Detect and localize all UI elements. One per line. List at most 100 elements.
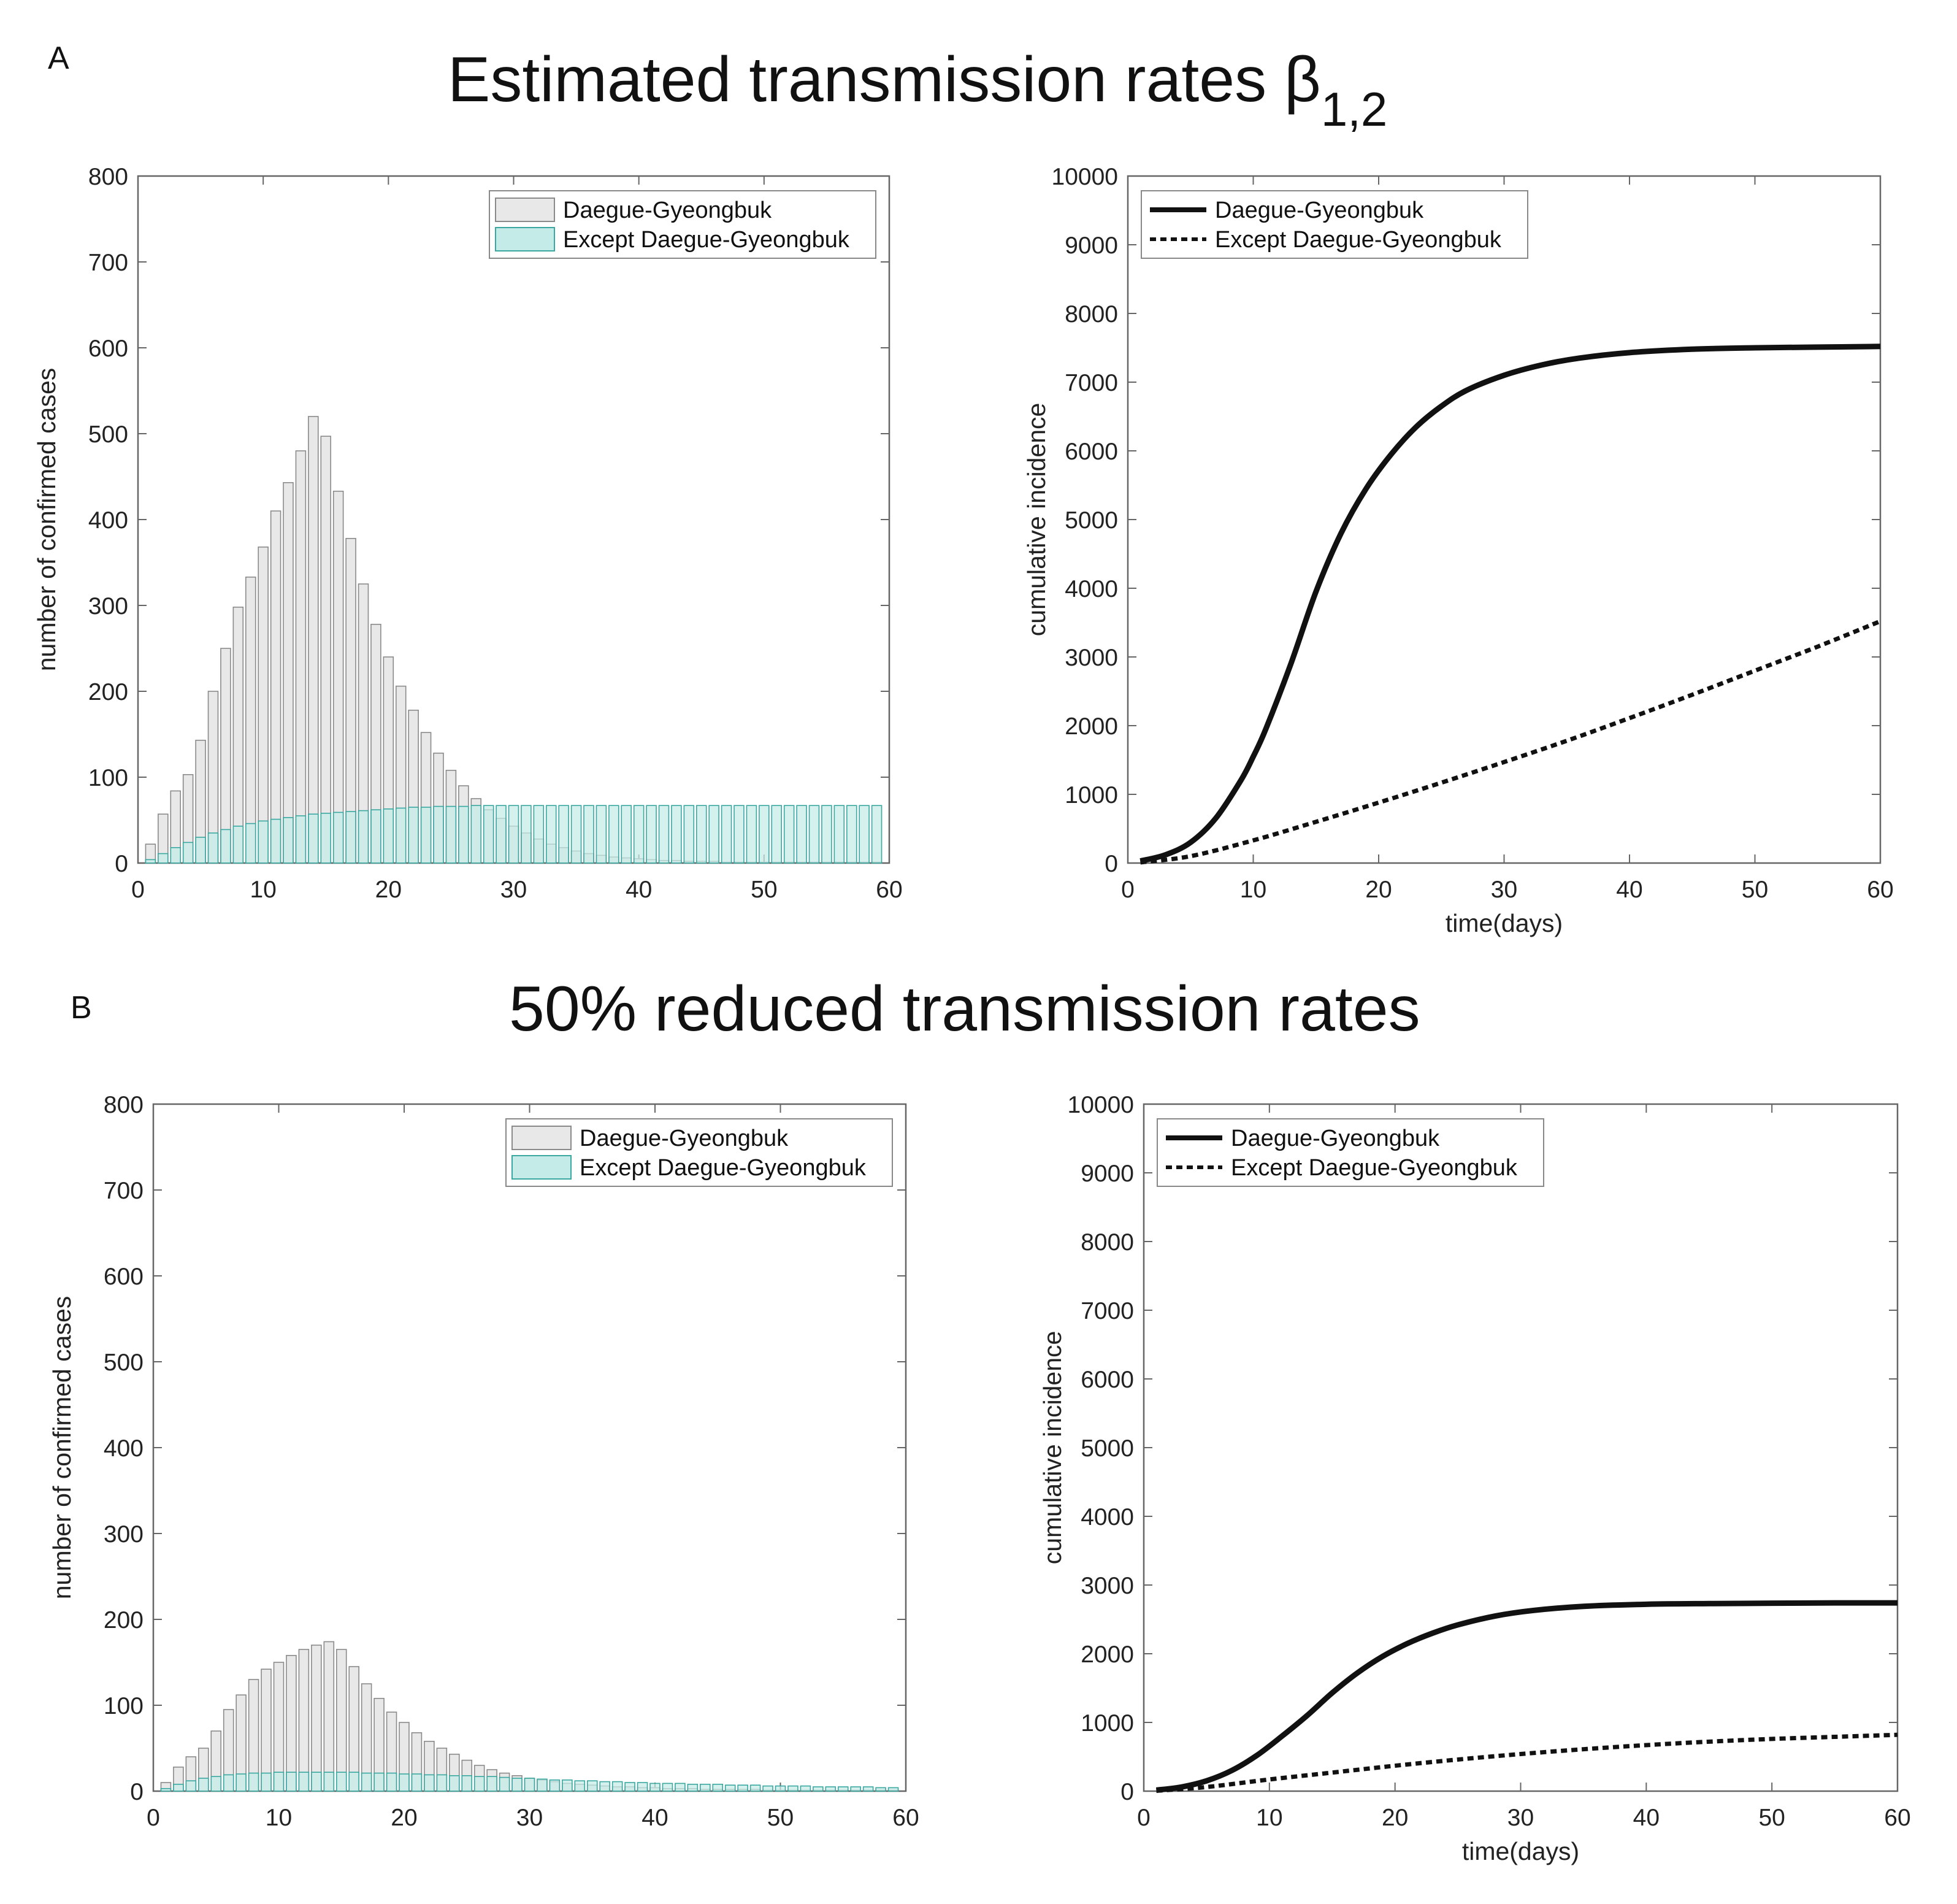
legend-label: Daegue-Gyeongbuk <box>1231 1126 1440 1151</box>
bar <box>458 805 469 864</box>
bar <box>796 805 807 864</box>
y-tick-label: 0 <box>130 1779 144 1805</box>
bar <box>486 1776 497 1792</box>
bar <box>298 1649 310 1792</box>
bar <box>545 805 557 864</box>
bar <box>574 1780 586 1792</box>
legend-swatch <box>495 227 555 251</box>
bar <box>558 805 569 864</box>
bar <box>335 1772 347 1792</box>
bar <box>323 1772 335 1792</box>
bar <box>700 1784 711 1792</box>
bar <box>671 805 682 864</box>
bar <box>424 1774 435 1792</box>
bar <box>395 807 407 864</box>
bar <box>311 1645 322 1792</box>
bar <box>637 1782 648 1792</box>
legend-label: Except Daegue-Gyeongbuk <box>1231 1155 1518 1181</box>
panel-b-title: 50% reduced transmission rates <box>509 973 1420 1045</box>
x-tick-label: 30 <box>500 877 527 903</box>
panel-a-letter: A <box>48 40 69 76</box>
x-tick-label: 60 <box>1867 877 1893 903</box>
bar-series-except-daegue-gyeongbuk <box>145 805 883 864</box>
bar <box>308 813 319 864</box>
legend-label: Except Daegue-Gyeongbuk <box>580 1155 867 1181</box>
bar <box>420 807 432 864</box>
chart-a-line-cumulative-incidence: 0 10 20 30 40 50 60 0 1000 2000 3000 4000 5000 6000 70… <box>1022 164 1894 937</box>
bar <box>599 1781 610 1792</box>
bar <box>562 1779 573 1792</box>
bar <box>461 1775 473 1792</box>
bar <box>658 805 670 864</box>
bar <box>207 832 219 864</box>
legend: Daegue-Gyeongbuk Except Daegue-Gyeongbuk <box>1157 1118 1544 1187</box>
bar <box>775 1785 786 1792</box>
bar <box>158 853 169 864</box>
bar <box>361 1772 372 1792</box>
bar <box>737 1784 748 1792</box>
bar <box>687 1784 699 1792</box>
legend-swatch <box>511 1155 572 1180</box>
bar <box>608 805 619 864</box>
y-tick-label: 100 <box>88 765 128 791</box>
x-tick-label: 60 <box>892 1805 919 1831</box>
bar <box>311 1772 322 1792</box>
y-tick-label: 4000 <box>1065 576 1118 602</box>
legend: Daegue-Gyeongbuk Except Daegue-Gyeongbuk <box>505 1118 893 1187</box>
bar <box>223 1774 234 1792</box>
y-tick-label: 300 <box>88 593 128 620</box>
bar <box>646 805 657 864</box>
x-tick-label: 40 <box>1633 1805 1660 1831</box>
bar <box>433 805 444 864</box>
x-tick-label: 30 <box>1507 1805 1534 1831</box>
bar <box>846 805 857 864</box>
bar <box>624 1782 635 1792</box>
bar-series-daegue-gyeongbuk <box>145 416 883 864</box>
bar <box>649 1783 661 1792</box>
bar <box>496 805 507 864</box>
bar <box>408 807 419 864</box>
bar <box>762 1785 773 1792</box>
x-tick-label: 0 <box>131 877 145 903</box>
x-tick-label: 0 <box>1137 1805 1151 1831</box>
bar <box>160 1788 172 1792</box>
bar <box>323 1641 335 1792</box>
line-series-except-daegue-gyeongbuk <box>1140 619 1882 865</box>
bar <box>286 1772 297 1792</box>
bar <box>245 576 256 864</box>
bar <box>675 1783 686 1792</box>
x-tick-label: 10 <box>1256 1805 1282 1831</box>
bar <box>261 1772 272 1792</box>
bar <box>695 805 707 864</box>
bar <box>549 1779 561 1792</box>
bar <box>445 805 457 864</box>
bar <box>570 805 582 864</box>
y-tick-label: 8000 <box>1065 301 1118 328</box>
bar <box>721 805 732 864</box>
bar <box>345 811 356 864</box>
bar <box>320 813 332 864</box>
bar <box>220 829 231 864</box>
bar <box>283 817 294 864</box>
x-tick-label: 50 <box>767 1805 794 1831</box>
bar <box>683 805 695 864</box>
bar <box>837 1786 849 1792</box>
chart-b-line-cumulative-incidence: 0 10 20 30 40 50 60 0 1000 2000 3000 4000 5000 6000 70… <box>1038 1092 1911 1865</box>
y-tick-label: 500 <box>104 1349 144 1376</box>
bar <box>783 805 795 864</box>
y-tick-label: 3000 <box>1065 645 1118 671</box>
bar <box>859 805 870 864</box>
bar <box>499 1776 510 1792</box>
bar <box>182 842 194 864</box>
bar <box>621 805 632 864</box>
x-axis-label: time(days) <box>1462 1837 1579 1865</box>
y-tick-label: 5000 <box>1065 507 1118 534</box>
legend-swatch <box>495 198 555 222</box>
bar <box>483 805 494 864</box>
bar <box>436 1774 448 1792</box>
y-axis-label: number of confirmed cases <box>48 1296 76 1600</box>
bar <box>308 416 319 864</box>
bar <box>386 1772 397 1792</box>
y-tick-label: 0 <box>1105 851 1118 877</box>
bar <box>232 606 244 864</box>
